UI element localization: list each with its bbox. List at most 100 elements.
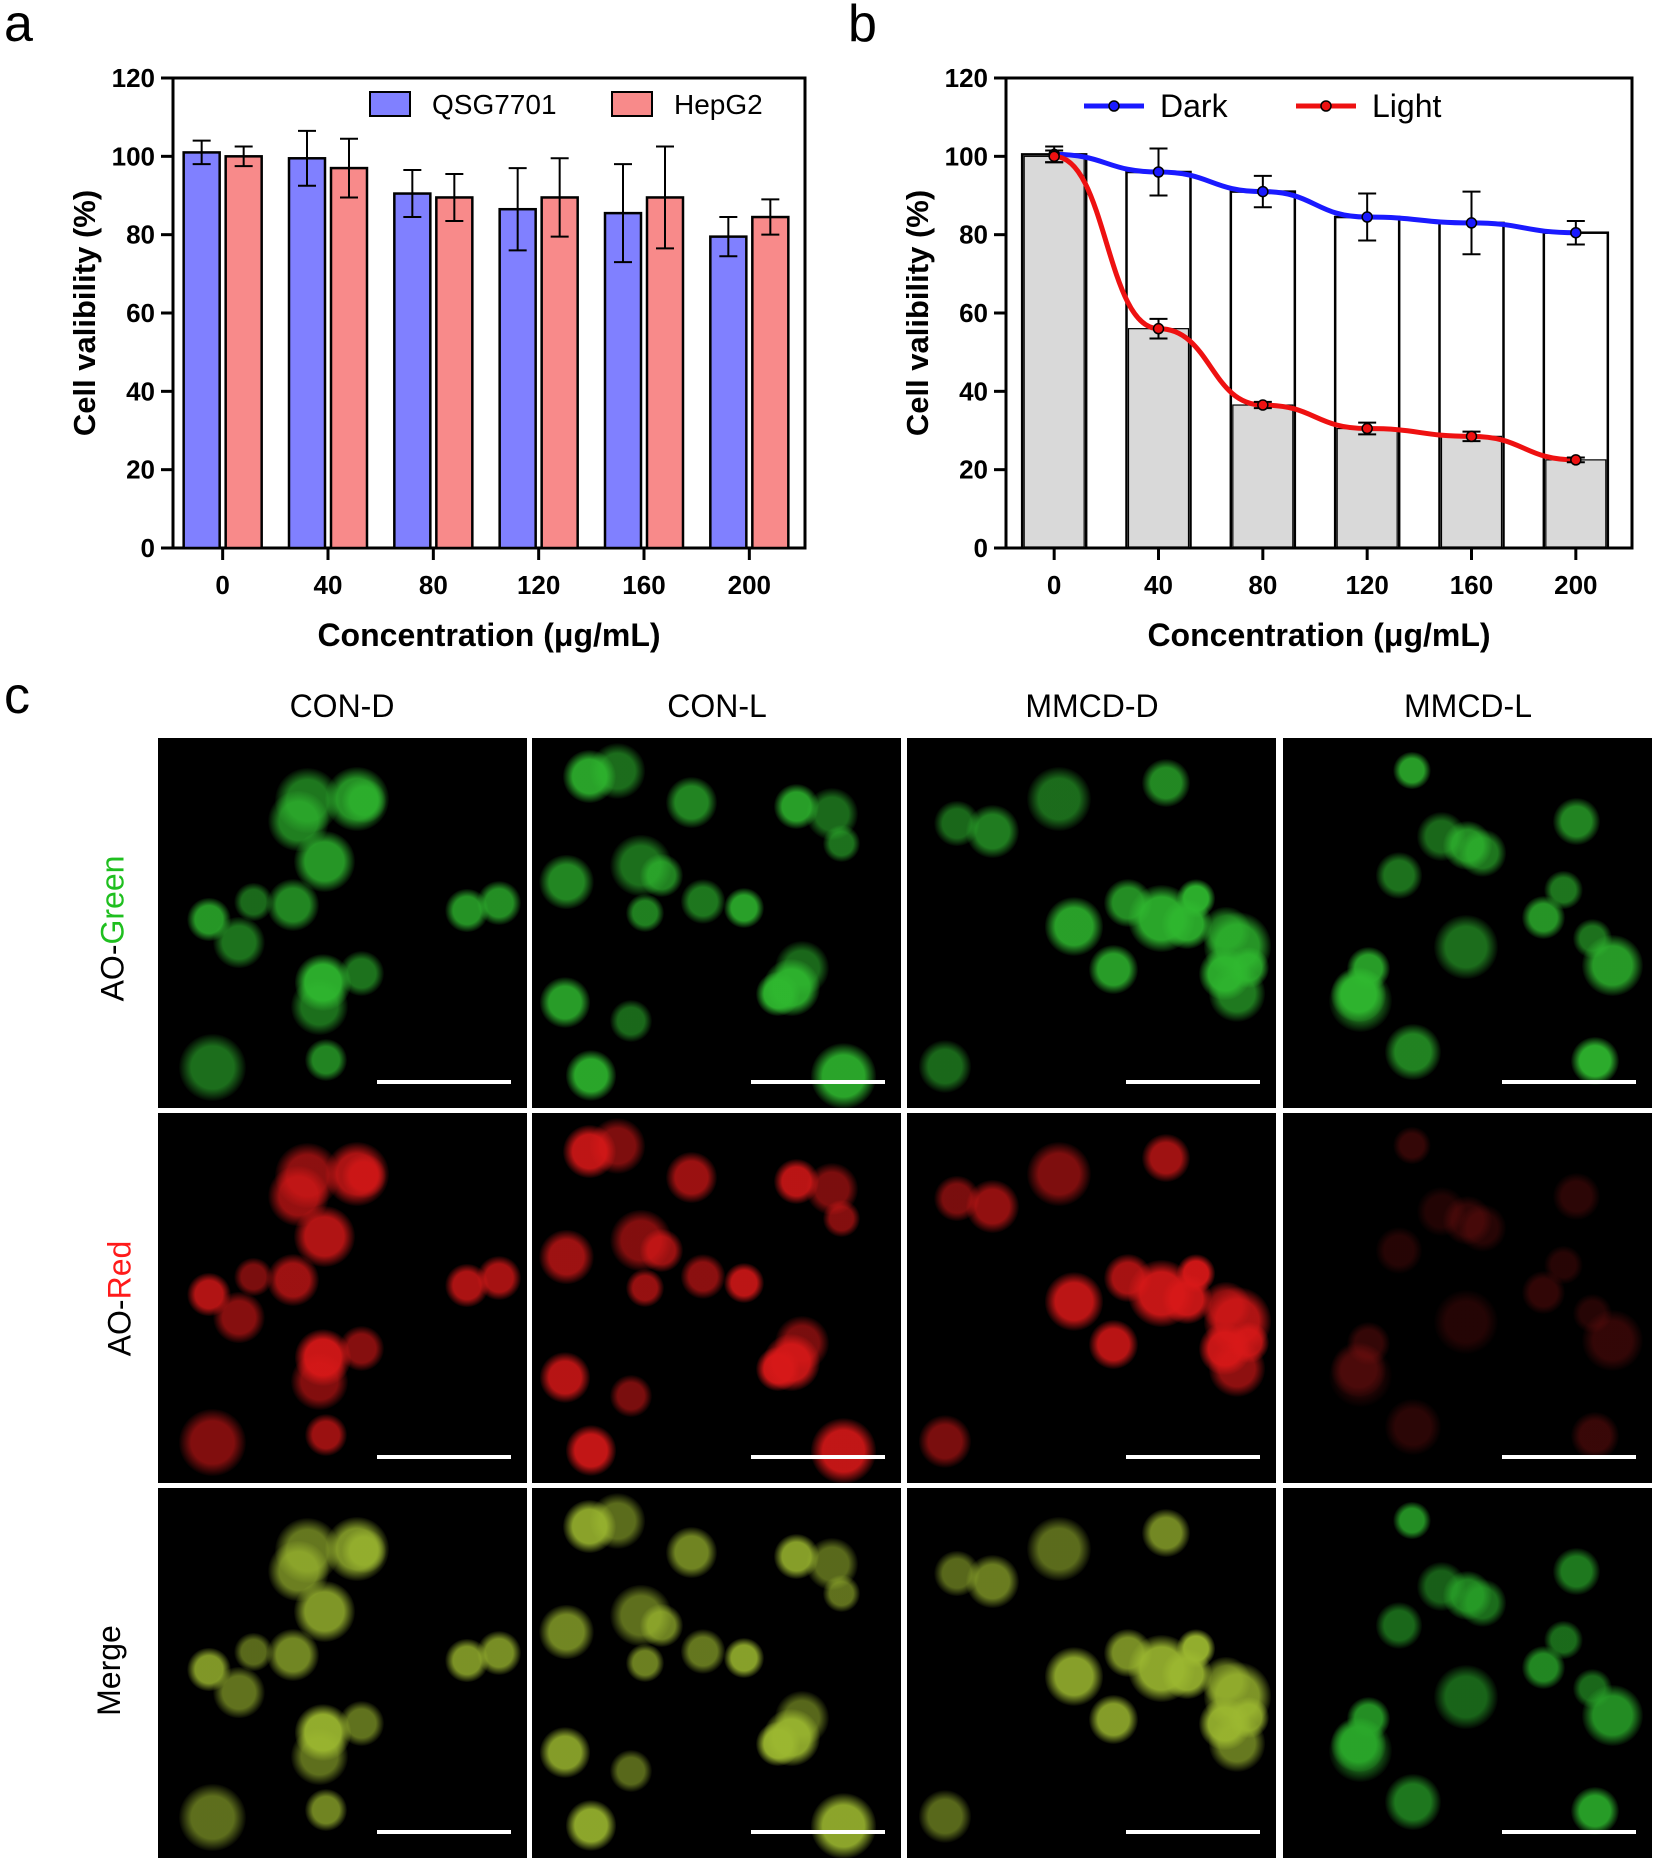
- chart-a-bar-qsg7701: [393, 192, 432, 550]
- panel-a-letter: a: [4, 0, 33, 53]
- cell-blob: [1346, 1321, 1391, 1366]
- micrograph-con-l-row2: [532, 1113, 901, 1483]
- chart-b-ylabel: Cell valibility (%): [900, 190, 935, 436]
- cell-blob: [539, 1229, 594, 1285]
- cell-blob: [1227, 1697, 1269, 1739]
- chart-b-legend-marker-light: [1320, 100, 1332, 112]
- chart-b-bar-light: [1232, 404, 1294, 548]
- cell-blob: [1376, 1227, 1423, 1274]
- chart-b-legend-label-light: Light: [1372, 88, 1442, 124]
- chart-a-xtick-label: 40: [314, 570, 343, 600]
- chart-a-bar-hepg2: [329, 166, 369, 550]
- cell-blob: [1393, 751, 1432, 790]
- chart-b-point-light: [1048, 150, 1060, 163]
- chart-b-point-light: [1570, 454, 1582, 466]
- cell-blob: [1330, 967, 1386, 1023]
- cell-blob: [589, 1493, 646, 1550]
- chart-a-legend-swatch-hepg2: [611, 91, 653, 117]
- chart-a-ytick-label: 100: [112, 141, 155, 171]
- cell-blob: [805, 1163, 858, 1215]
- row-label-ao-red-prefix: AO-: [101, 1299, 138, 1357]
- cell-blob: [810, 1043, 877, 1108]
- chart-b-legend-marker-dark: [1108, 100, 1120, 112]
- cell-blob: [178, 1034, 246, 1102]
- cell-blob: [918, 1415, 972, 1468]
- chart-a-ylabel: Cell valibility (%): [67, 190, 102, 436]
- cell-blob: [724, 1638, 765, 1679]
- col-header-con-d: CON-D: [289, 688, 395, 724]
- chart-a-xtick-label: 0: [215, 570, 229, 600]
- cell-blob: [1161, 1648, 1212, 1699]
- cell-blob: [610, 1209, 672, 1272]
- cell-blob: [680, 1254, 726, 1299]
- chart-a-legend-label-qsg7701: QSG7701: [432, 89, 557, 120]
- cell-blob: [213, 1291, 265, 1344]
- cell-blob: [1581, 1684, 1643, 1747]
- micrograph-con-l-row3: [532, 1488, 901, 1858]
- cell-blob: [445, 1638, 489, 1683]
- cell-blob: [1026, 766, 1091, 832]
- cell-blob: [213, 1666, 265, 1719]
- chart-b-xtick-label: 40: [1144, 570, 1173, 600]
- row-label-merge-text: Merge: [90, 1625, 127, 1716]
- cell-blob: [965, 1180, 1019, 1233]
- chart-a-bar-qsg7701: [182, 151, 221, 550]
- chart-a-xtick-label: 80: [419, 570, 448, 600]
- cell-blob: [626, 894, 665, 933]
- chart-b-ytick-label: 100: [945, 141, 988, 171]
- scale-bar: [377, 1080, 511, 1084]
- chart-a-bar-qsg7701: [603, 211, 643, 550]
- cell-blob: [539, 1352, 591, 1403]
- cell-blob: [294, 954, 352, 1011]
- cell-blob: [1570, 1786, 1620, 1836]
- row-label-ao-green: AO-Green: [94, 856, 131, 1002]
- cell-blob: [1328, 1343, 1392, 1408]
- chart-b-bar-light: [1440, 435, 1503, 548]
- cell-blob: [610, 834, 672, 897]
- chart-b-xtick-label: 80: [1248, 570, 1277, 600]
- cell-blob: [1393, 1126, 1432, 1165]
- scale-bar: [1126, 1455, 1260, 1459]
- cell-blob: [1227, 947, 1269, 989]
- cell-blob: [1385, 1024, 1441, 1080]
- cell-blob: [1161, 898, 1212, 949]
- chart-a-bar-hepg2: [224, 155, 263, 550]
- cell-blob: [539, 977, 591, 1028]
- chart-b-ytick-label: 20: [959, 455, 988, 485]
- cell-blob: [294, 1704, 352, 1761]
- cell-blob: [665, 776, 717, 829]
- cell-blob: [1570, 1411, 1620, 1461]
- chart-a: 0 20 40 60 80 100 120 Cell valibility (%) Concen…: [0, 0, 826, 680]
- chart-b-xtick-label: 160: [1450, 570, 1493, 600]
- cell-blob: [565, 1800, 617, 1851]
- cell-blob: [274, 1517, 341, 1584]
- scale-bar: [1502, 1080, 1636, 1084]
- cell-blob: [1417, 1187, 1466, 1236]
- scale-bar: [751, 1455, 885, 1459]
- cell-blob: [1459, 1579, 1507, 1627]
- cell-blob: [1089, 1695, 1138, 1744]
- cell-blob: [274, 1142, 341, 1209]
- chart-b-point-dark: [1152, 166, 1165, 178]
- cell-blob: [805, 788, 858, 840]
- cell-blob: [178, 1784, 246, 1852]
- cell-blob: [1544, 1245, 1583, 1285]
- cell-blob: [1433, 914, 1499, 980]
- cell-blob: [304, 1414, 347, 1457]
- chart-b-ytick-label: 120: [945, 63, 988, 93]
- cell-blob: [1521, 1270, 1565, 1314]
- cell-blob: [589, 1118, 646, 1175]
- panel-c-letter: c: [4, 667, 30, 725]
- chart-a-xlabel: Concentration (μg/mL): [317, 617, 660, 653]
- cell-blob: [626, 1269, 665, 1308]
- cell-blob: [1142, 1509, 1191, 1557]
- cell-blob: [1330, 1342, 1386, 1398]
- chart-b: 0 20 40 60 80 100 120 Cell valibility (%) Concen…: [846, 0, 1653, 680]
- cell-blob: [304, 1789, 347, 1832]
- chart-a-xtick-label: 200: [728, 570, 771, 600]
- micrograph-mmcd-d-row3: [907, 1488, 1276, 1858]
- cell-blob: [1544, 1620, 1583, 1660]
- cell-blob: [724, 1263, 765, 1304]
- chart-b-bar-light: [1545, 459, 1607, 548]
- chart-a-bar-hepg2: [540, 196, 579, 550]
